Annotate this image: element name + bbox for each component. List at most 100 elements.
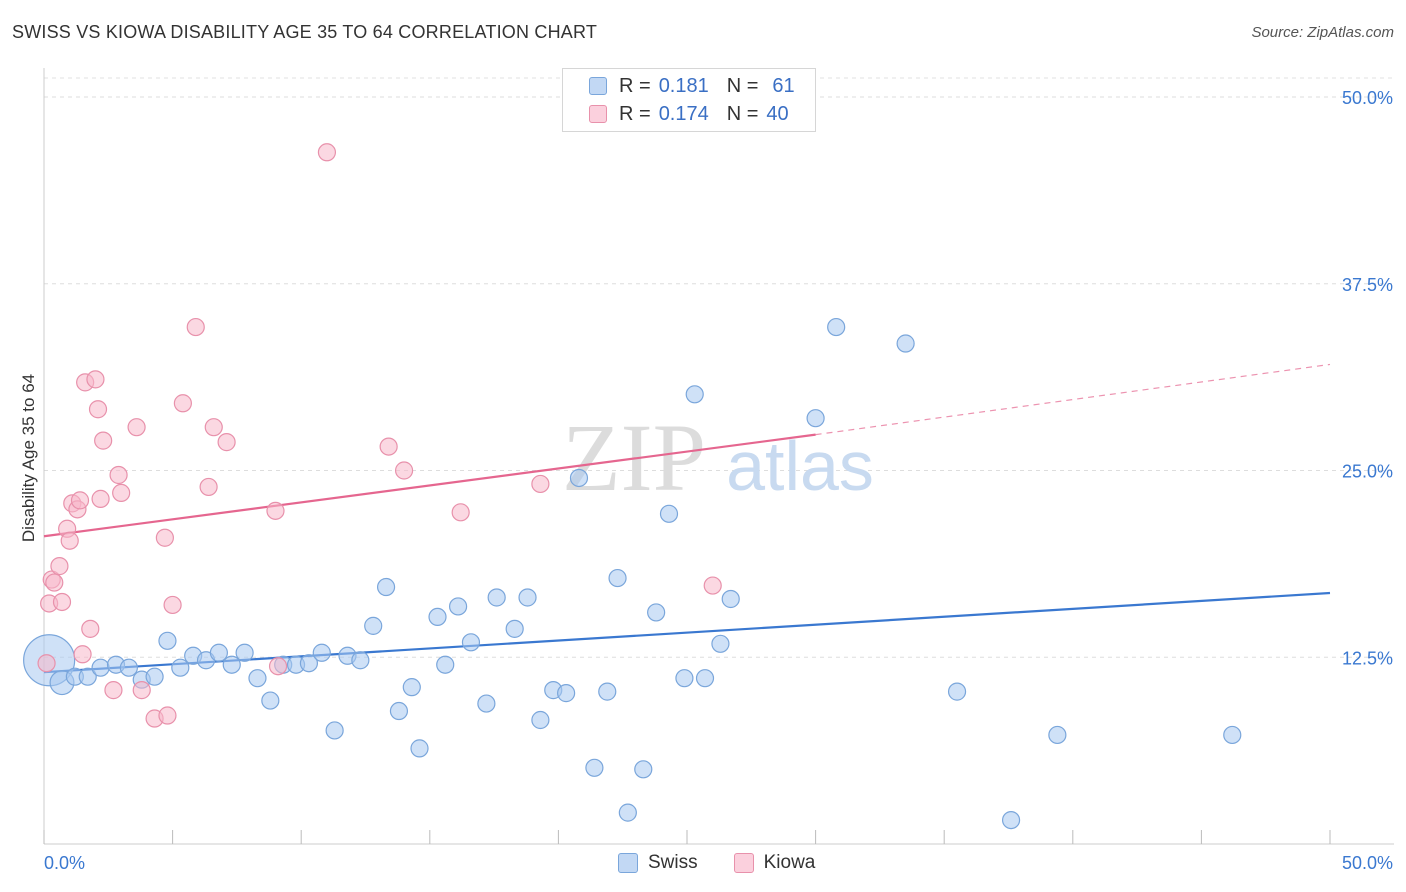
point-swiss	[222, 655, 241, 674]
chart-source: Source: ZipAtlas.com	[1251, 24, 1394, 41]
point-swiss	[402, 678, 421, 697]
point-swiss	[410, 739, 429, 758]
point-kiowa	[186, 317, 205, 337]
legend-swatch-swiss	[589, 77, 607, 95]
point-kiowa	[94, 431, 113, 450]
y-tick-label: 37.5%	[1342, 275, 1393, 295]
point-kiowa	[52, 592, 72, 612]
axes	[43, 68, 1394, 845]
point-swiss	[827, 317, 846, 337]
trend-line-kiowa-extension	[815, 363, 1331, 436]
legend-r-label: R =	[619, 102, 651, 125]
legend-row-kiowa: R = 0.174 N = 40	[589, 101, 789, 127]
point-kiowa	[70, 491, 90, 510]
point-swiss	[685, 385, 704, 404]
point-swiss	[461, 633, 481, 652]
point-swiss	[119, 658, 138, 677]
point-swiss	[477, 694, 496, 713]
legend-r-value: 0.181	[658, 74, 709, 97]
legend-n-label: N =	[726, 102, 759, 125]
point-swiss	[608, 568, 627, 588]
point-swiss	[711, 634, 730, 653]
point-swiss	[531, 710, 550, 730]
y-tick-label: 12.5%	[1342, 648, 1393, 668]
point-kiowa	[60, 531, 79, 550]
point-swiss	[261, 691, 280, 710]
point-swiss	[436, 655, 455, 674]
point-swiss	[171, 658, 190, 677]
point-swiss	[1048, 725, 1067, 745]
point-kiowa	[155, 528, 174, 547]
point-swiss	[91, 658, 110, 677]
x-tick-label: 50.0%	[1342, 853, 1393, 873]
legend-swatch-swiss	[618, 853, 638, 873]
point-kiowa	[531, 474, 550, 494]
point-swiss	[312, 643, 331, 662]
legend-r-value: 0.174	[658, 102, 709, 125]
point-swiss	[364, 616, 383, 635]
y-axis-label: Disability Age 35 to 64	[19, 374, 38, 542]
point-swiss	[1223, 725, 1242, 745]
point-swiss	[675, 669, 694, 688]
point-kiowa	[88, 400, 108, 419]
point-swiss	[248, 669, 267, 688]
point-swiss	[209, 643, 228, 662]
point-swiss	[806, 409, 825, 428]
point-swiss	[721, 589, 740, 609]
legend-item-swiss[interactable]: Swiss	[618, 852, 698, 874]
point-kiowa	[158, 706, 177, 725]
point-swiss	[448, 597, 468, 616]
point-swiss	[158, 631, 177, 650]
legend-item-kiowa[interactable]: Kiowa	[733, 852, 816, 874]
legend-row-swiss: R = 0.181 N = 61	[589, 73, 795, 99]
point-swiss	[145, 667, 164, 686]
point-swiss	[947, 682, 967, 701]
point-kiowa	[268, 657, 288, 676]
point-kiowa	[199, 477, 218, 497]
point-kiowa	[132, 681, 151, 700]
point-swiss	[659, 504, 679, 523]
data-points	[23, 143, 1242, 830]
point-swiss	[78, 667, 97, 686]
point-swiss	[376, 577, 396, 597]
point-kiowa	[112, 483, 131, 503]
trend-lines	[43, 363, 1331, 674]
point-swiss	[695, 669, 715, 688]
point-kiowa	[394, 461, 414, 480]
point-swiss	[647, 603, 666, 622]
point-kiowa	[451, 503, 470, 522]
point-kiowa	[81, 619, 100, 638]
point-swiss	[505, 619, 524, 638]
legend-n-label: N =	[726, 74, 759, 97]
y-tick-label: 25.0%	[1342, 462, 1393, 482]
point-kiowa	[703, 576, 722, 595]
watermark-atlas: atlas	[726, 427, 874, 505]
legend-label-swiss: Swiss	[648, 852, 698, 873]
tick-labels: 12.5% 25.0% 37.5% 50.0% 0.0% 50.0%	[44, 88, 1393, 873]
point-kiowa	[50, 557, 69, 576]
point-kiowa	[266, 501, 285, 520]
point-kiowa	[173, 394, 192, 413]
point-swiss	[634, 760, 653, 779]
point-swiss	[389, 701, 409, 721]
point-swiss	[487, 588, 506, 607]
point-kiowa	[86, 370, 105, 389]
point-swiss	[557, 684, 576, 703]
watermark: ZIP atlas	[562, 404, 874, 511]
point-kiowa	[73, 645, 92, 664]
legend-n-value: 61	[772, 74, 795, 97]
legend-label-kiowa: Kiowa	[763, 852, 816, 873]
point-swiss	[618, 803, 637, 822]
point-swiss	[351, 651, 370, 670]
legend-r-label: R =	[619, 74, 651, 97]
point-swiss	[569, 468, 589, 488]
point-swiss	[325, 721, 344, 740]
point-kiowa	[163, 595, 182, 615]
point-swiss	[585, 758, 604, 777]
point-swiss	[428, 607, 447, 627]
trend-line-kiowa	[43, 433, 816, 538]
point-kiowa	[45, 573, 64, 592]
legend-n-value: 40	[766, 102, 789, 125]
point-swiss	[1001, 810, 1021, 830]
